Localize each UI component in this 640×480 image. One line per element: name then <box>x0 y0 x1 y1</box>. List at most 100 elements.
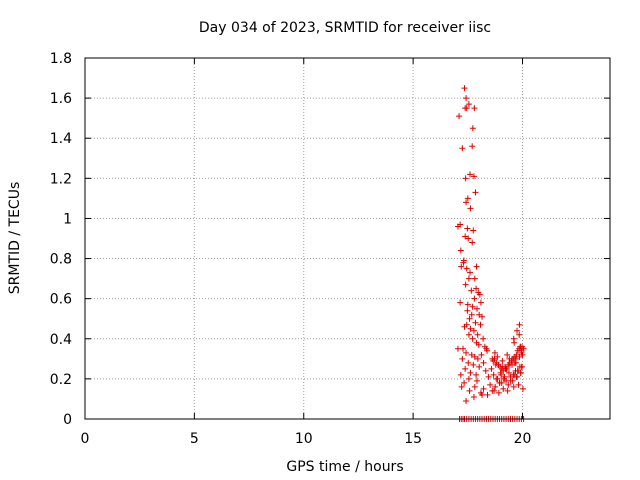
data-point <box>499 357 506 364</box>
data-point <box>467 205 474 212</box>
data-point <box>510 335 517 342</box>
data-point <box>467 325 474 332</box>
data-point <box>474 377 480 384</box>
data-point <box>488 365 495 372</box>
y-tick-label: 0.4 <box>50 332 72 348</box>
data-point <box>469 335 476 342</box>
data-point <box>514 367 521 374</box>
data-point <box>470 393 477 400</box>
data-point <box>477 299 484 306</box>
data-point <box>465 275 472 282</box>
data-point <box>457 371 464 378</box>
data-point <box>470 173 477 180</box>
data-point <box>461 323 468 330</box>
data-point <box>463 349 470 356</box>
data-point <box>518 363 525 370</box>
data-point <box>479 313 486 320</box>
data-point <box>465 331 472 338</box>
y-tick-label: 0.8 <box>50 252 72 268</box>
data-point <box>465 359 472 366</box>
data-point <box>504 387 511 394</box>
data-point <box>476 291 483 298</box>
x-tick-label: 10 <box>295 431 313 447</box>
y-tick-label: 0.2 <box>50 372 72 388</box>
data-point <box>470 361 477 368</box>
data-point <box>462 365 469 372</box>
data-point <box>468 351 475 358</box>
data-point <box>467 269 473 276</box>
data-point <box>464 301 471 308</box>
data-point <box>505 369 512 376</box>
data-point <box>504 351 511 358</box>
data-point <box>473 371 480 378</box>
data-point <box>471 353 478 360</box>
data-point <box>463 199 470 206</box>
data-point <box>493 375 500 382</box>
data-point <box>464 195 471 202</box>
data-point <box>469 143 476 150</box>
data-point <box>472 189 479 196</box>
data-point <box>458 383 465 390</box>
y-tick-label: 0 <box>63 412 72 428</box>
data-point <box>464 307 471 314</box>
x-tick-label: 20 <box>514 431 532 447</box>
data-point <box>466 387 473 394</box>
data-point <box>484 391 491 398</box>
data-point <box>467 369 474 376</box>
data-point <box>460 345 466 352</box>
y-axis-label: SRMTID / TECUs <box>7 182 23 295</box>
grid-lines <box>85 58 610 419</box>
data-point <box>461 85 468 92</box>
data-point <box>474 355 481 362</box>
data-point <box>507 377 514 384</box>
data-point <box>468 311 475 318</box>
y-tick-label: 1.2 <box>50 171 72 187</box>
data-point <box>474 305 480 312</box>
x-tick-label: 5 <box>190 431 199 447</box>
data-point <box>482 367 489 374</box>
data-point <box>468 287 475 294</box>
data-point <box>463 265 470 272</box>
data-point <box>457 247 464 254</box>
data-point <box>457 221 464 228</box>
data-point <box>474 331 481 338</box>
data-point <box>475 341 482 348</box>
data-point <box>480 359 487 366</box>
data-point <box>501 375 508 382</box>
data-point <box>470 327 477 334</box>
data-point <box>509 361 515 368</box>
data-point <box>459 145 466 152</box>
data-point <box>476 363 483 370</box>
data-point <box>506 355 513 362</box>
data-point <box>518 349 525 356</box>
data-point <box>495 389 502 396</box>
data-point <box>473 263 480 270</box>
data-point <box>456 113 463 120</box>
data-point <box>485 373 492 380</box>
data-points <box>454 85 527 422</box>
data-point <box>495 361 502 368</box>
data-point <box>510 383 517 390</box>
data-point <box>457 299 464 306</box>
data-point <box>490 371 497 378</box>
data-point <box>479 391 486 398</box>
data-point <box>510 371 517 378</box>
data-point <box>462 233 469 240</box>
data-point <box>459 355 466 362</box>
data-point <box>465 101 472 108</box>
data-point <box>498 371 505 378</box>
data-point <box>458 263 465 270</box>
data-point <box>466 315 473 322</box>
data-point <box>460 259 467 266</box>
data-point <box>496 379 503 386</box>
chart-title: Day 034 of 2023, SRMTID for receiver iis… <box>199 20 491 36</box>
data-point <box>516 321 523 328</box>
tick-labels: 0 5 10 15 20 0 0.2 0.4 0.6 0.8 1 1.2 1.4 1.6 1.8 <box>50 51 532 447</box>
data-point <box>471 383 478 390</box>
data-point <box>513 373 520 380</box>
data-point <box>463 397 470 404</box>
data-point <box>492 383 499 390</box>
axis-ticks <box>84 57 610 420</box>
data-point <box>472 319 479 326</box>
